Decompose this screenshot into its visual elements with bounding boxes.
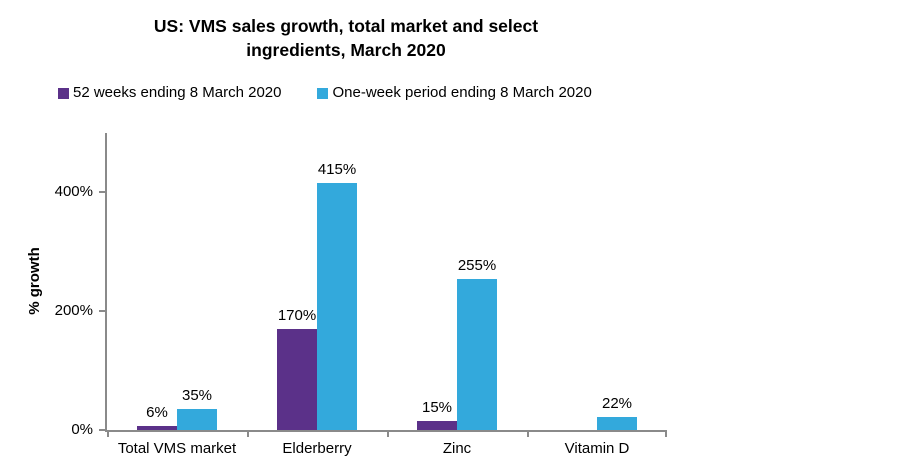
bar-one-week-per-total-vms-market	[177, 409, 217, 430]
y-tick-label-400: 400%	[54, 183, 93, 201]
legend-item-one-week: One-week period ending 8 March 2020	[317, 84, 592, 101]
bar-label-52-weeks-end-total-vms-market: 6%	[146, 404, 168, 422]
y-axis-title: % growth	[26, 247, 43, 315]
x-tick-4	[665, 432, 667, 437]
bar-52-weeks-end-elderberry	[277, 329, 317, 430]
legend-label-52-weeks: 52 weeks ending 8 March 2020	[73, 84, 282, 101]
y-tick-200	[99, 310, 105, 313]
x-axis-line	[105, 430, 667, 432]
legend: 52 weeks ending 8 March 2020 One-week pe…	[58, 85, 592, 101]
y-axis-line	[105, 133, 107, 432]
x-tick-2	[387, 432, 389, 437]
y-tick-400	[99, 191, 105, 194]
chart-title-line1: US: VMS sales growth, total market and s…	[153, 16, 539, 36]
bar-label-one-week-per-elderberry: 415%	[317, 161, 357, 179]
legend-label-one-week: One-week period ending 8 March 2020	[332, 84, 592, 101]
bar-label-52-weeks-end-elderberry: 170%	[277, 307, 317, 325]
x-category-label-elderberry: Elderberry	[282, 440, 352, 457]
x-tick-1	[247, 432, 249, 437]
x-category-label-total-vms-market: Total VMS market	[117, 440, 237, 457]
legend-swatch-one-week	[317, 87, 329, 99]
bar-52-weeks-end-total-vms-market	[137, 426, 177, 430]
chart-title: US: VMS sales growth, total market and s…	[106, 14, 586, 62]
chart-title-line2: ingredients, March 2020	[246, 40, 446, 60]
bar-label-52-weeks-end-zinc: 15%	[421, 399, 453, 417]
y-tick-0	[99, 429, 105, 431]
y-tick-label-200: 200%	[54, 302, 93, 320]
legend-item-52-weeks: 52 weeks ending 8 March 2020	[58, 85, 281, 101]
x-category-label-zinc: Zinc	[442, 440, 472, 457]
bar-52-weeks-end-zinc	[417, 421, 457, 430]
y-tick-label-0: 0%	[71, 421, 93, 438]
bar-one-week-per-zinc	[457, 278, 497, 430]
bar-one-week-per-vitamin-d	[597, 416, 637, 430]
x-category-label-vitamin-d: Vitamin D	[564, 440, 630, 457]
x-tick-0	[107, 432, 109, 437]
bar-label-one-week-per-total-vms-market: 35%	[181, 387, 213, 405]
bar-label-one-week-per-vitamin-d: 22%	[601, 394, 633, 412]
legend-swatch-52-weeks	[58, 87, 69, 99]
bar-one-week-per-elderberry	[317, 183, 357, 430]
x-tick-3	[527, 432, 529, 437]
bar-label-one-week-per-zinc: 255%	[457, 256, 497, 274]
